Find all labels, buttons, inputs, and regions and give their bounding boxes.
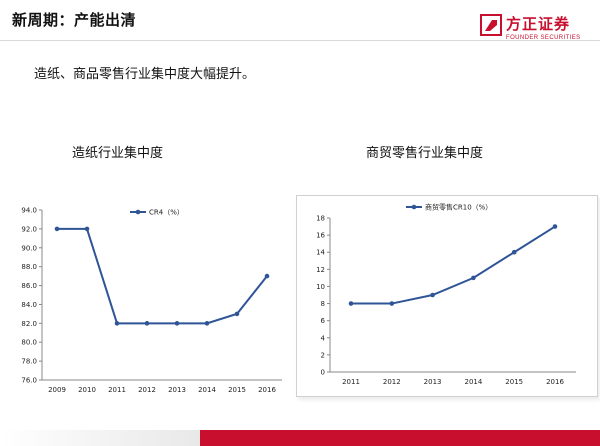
chart2-data-point — [348, 301, 354, 306]
chart1-data-point — [234, 311, 240, 317]
chart1-data-point — [84, 226, 90, 232]
chart2-data-point — [552, 224, 558, 229]
chart1-y-tick-label: 78.0 — [21, 358, 37, 366]
chart1-x-tick-label: 2016 — [258, 386, 276, 394]
chart1-data-point — [264, 273, 270, 279]
chart2-x-tick-label: 2011 — [342, 378, 360, 386]
chart1-x-tick-label: 2015 — [228, 386, 246, 394]
chart2-y-tick-label: 4 — [321, 334, 326, 342]
chart2-y-tick-label: 6 — [321, 317, 326, 325]
chart1-y-tick-label: 82.0 — [21, 320, 37, 328]
brand-logo: 方正证券 FOUNDER SECURITIES — [480, 13, 592, 47]
chart2-data-point — [430, 292, 435, 298]
chart2-legend-label: 商贸零售CR10（%） — [425, 203, 492, 212]
title-divider — [0, 40, 600, 41]
chart2-y-tick-label: 18 — [316, 215, 325, 223]
chart1-data-point — [114, 321, 120, 326]
footer-shade — [0, 430, 200, 446]
chart1-series-line — [57, 227, 268, 325]
chart1-data-point — [54, 226, 60, 232]
chart2-y-tick-label: 14 — [316, 249, 325, 257]
chart1-y-tick-label: 88.0 — [21, 263, 37, 271]
chart2-data-point — [471, 275, 476, 281]
chart1-data-point — [204, 321, 210, 326]
chart1-legend-label: CR4（%） — [149, 209, 184, 217]
chart2-legend-marker — [411, 204, 417, 210]
chart2-data-point — [511, 249, 517, 255]
page-title: 新周期：产能出清 — [12, 11, 137, 29]
chart1-x-tick-label: 2014 — [198, 386, 216, 394]
chart1-papermaking-cr4: 76.0 78.0 80.0 82.0 84.0 86.0 88.0 90.0 92.0 94.0… — [21, 207, 282, 394]
chart1-x-tick-label: 2011 — [108, 386, 126, 394]
chart2-x-tick-label: 2016 — [546, 378, 564, 386]
founder-logo-icon — [480, 14, 502, 36]
logo-text-en: FOUNDER SECURITIES — [506, 35, 581, 41]
chart2-x-tick-label: 2015 — [505, 378, 523, 386]
logo-text-cn: 方正证券 — [506, 15, 571, 33]
chart2-x-tick-label: 2014 — [464, 378, 482, 386]
chart2-series-line — [351, 225, 556, 305]
chart2-y-tick-label: 8 — [321, 300, 325, 308]
chart2-y-tick-label: 10 — [316, 283, 325, 291]
slide-subtitle: 造纸、商品零售行业集中度大幅提升。 — [34, 67, 256, 82]
chart1-y-tick-label: 84.0 — [21, 301, 37, 309]
chart1-title: 造纸行业集中度 — [72, 146, 164, 161]
chart1-legend-marker — [135, 209, 141, 215]
chart1-data-point — [144, 321, 150, 326]
chart1-legend: CR4（%） — [130, 209, 184, 217]
chart2-y-tick-label: 16 — [316, 232, 325, 240]
chart2-retail-cr10: 0 2 4 6 8 10 12 14 16 18 2011 2012 2013 2014 2015 2016 商… — [316, 203, 576, 386]
chart1-y-tick-label: 80.0 — [21, 339, 37, 347]
chart1-x-tick-label: 2013 — [168, 386, 186, 394]
chart2-x-tick-label: 2013 — [424, 378, 442, 386]
chart1-y-tick-label: 94.0 — [21, 207, 37, 215]
chart2-y-tick-label: 0 — [321, 369, 325, 377]
chart1-x-tick-label: 2010 — [78, 386, 96, 394]
chart1-y-tick-label: 76.0 — [21, 377, 37, 385]
footer-bar — [200, 430, 600, 446]
chart2-y-tick-label: 2 — [321, 351, 325, 359]
chart1-data-point — [174, 321, 180, 326]
chart2-title: 商贸零售行业集中度 — [366, 146, 484, 161]
chart2-data-point — [389, 301, 395, 306]
chart1-y-tick-label: 90.0 — [21, 244, 37, 252]
chart2-x-tick-label: 2012 — [383, 378, 401, 386]
chart2-y-tick-label: 12 — [316, 266, 325, 274]
chart1-x-tick-label: 2009 — [48, 386, 66, 394]
chart1-y-tick-label: 86.0 — [21, 282, 37, 290]
chart2-frame — [296, 195, 598, 397]
chart2-legend: 商贸零售CR10（%） — [406, 203, 492, 212]
chart1-x-tick-label: 2012 — [138, 386, 156, 394]
chart1-y-tick-label: 92.0 — [21, 225, 37, 233]
